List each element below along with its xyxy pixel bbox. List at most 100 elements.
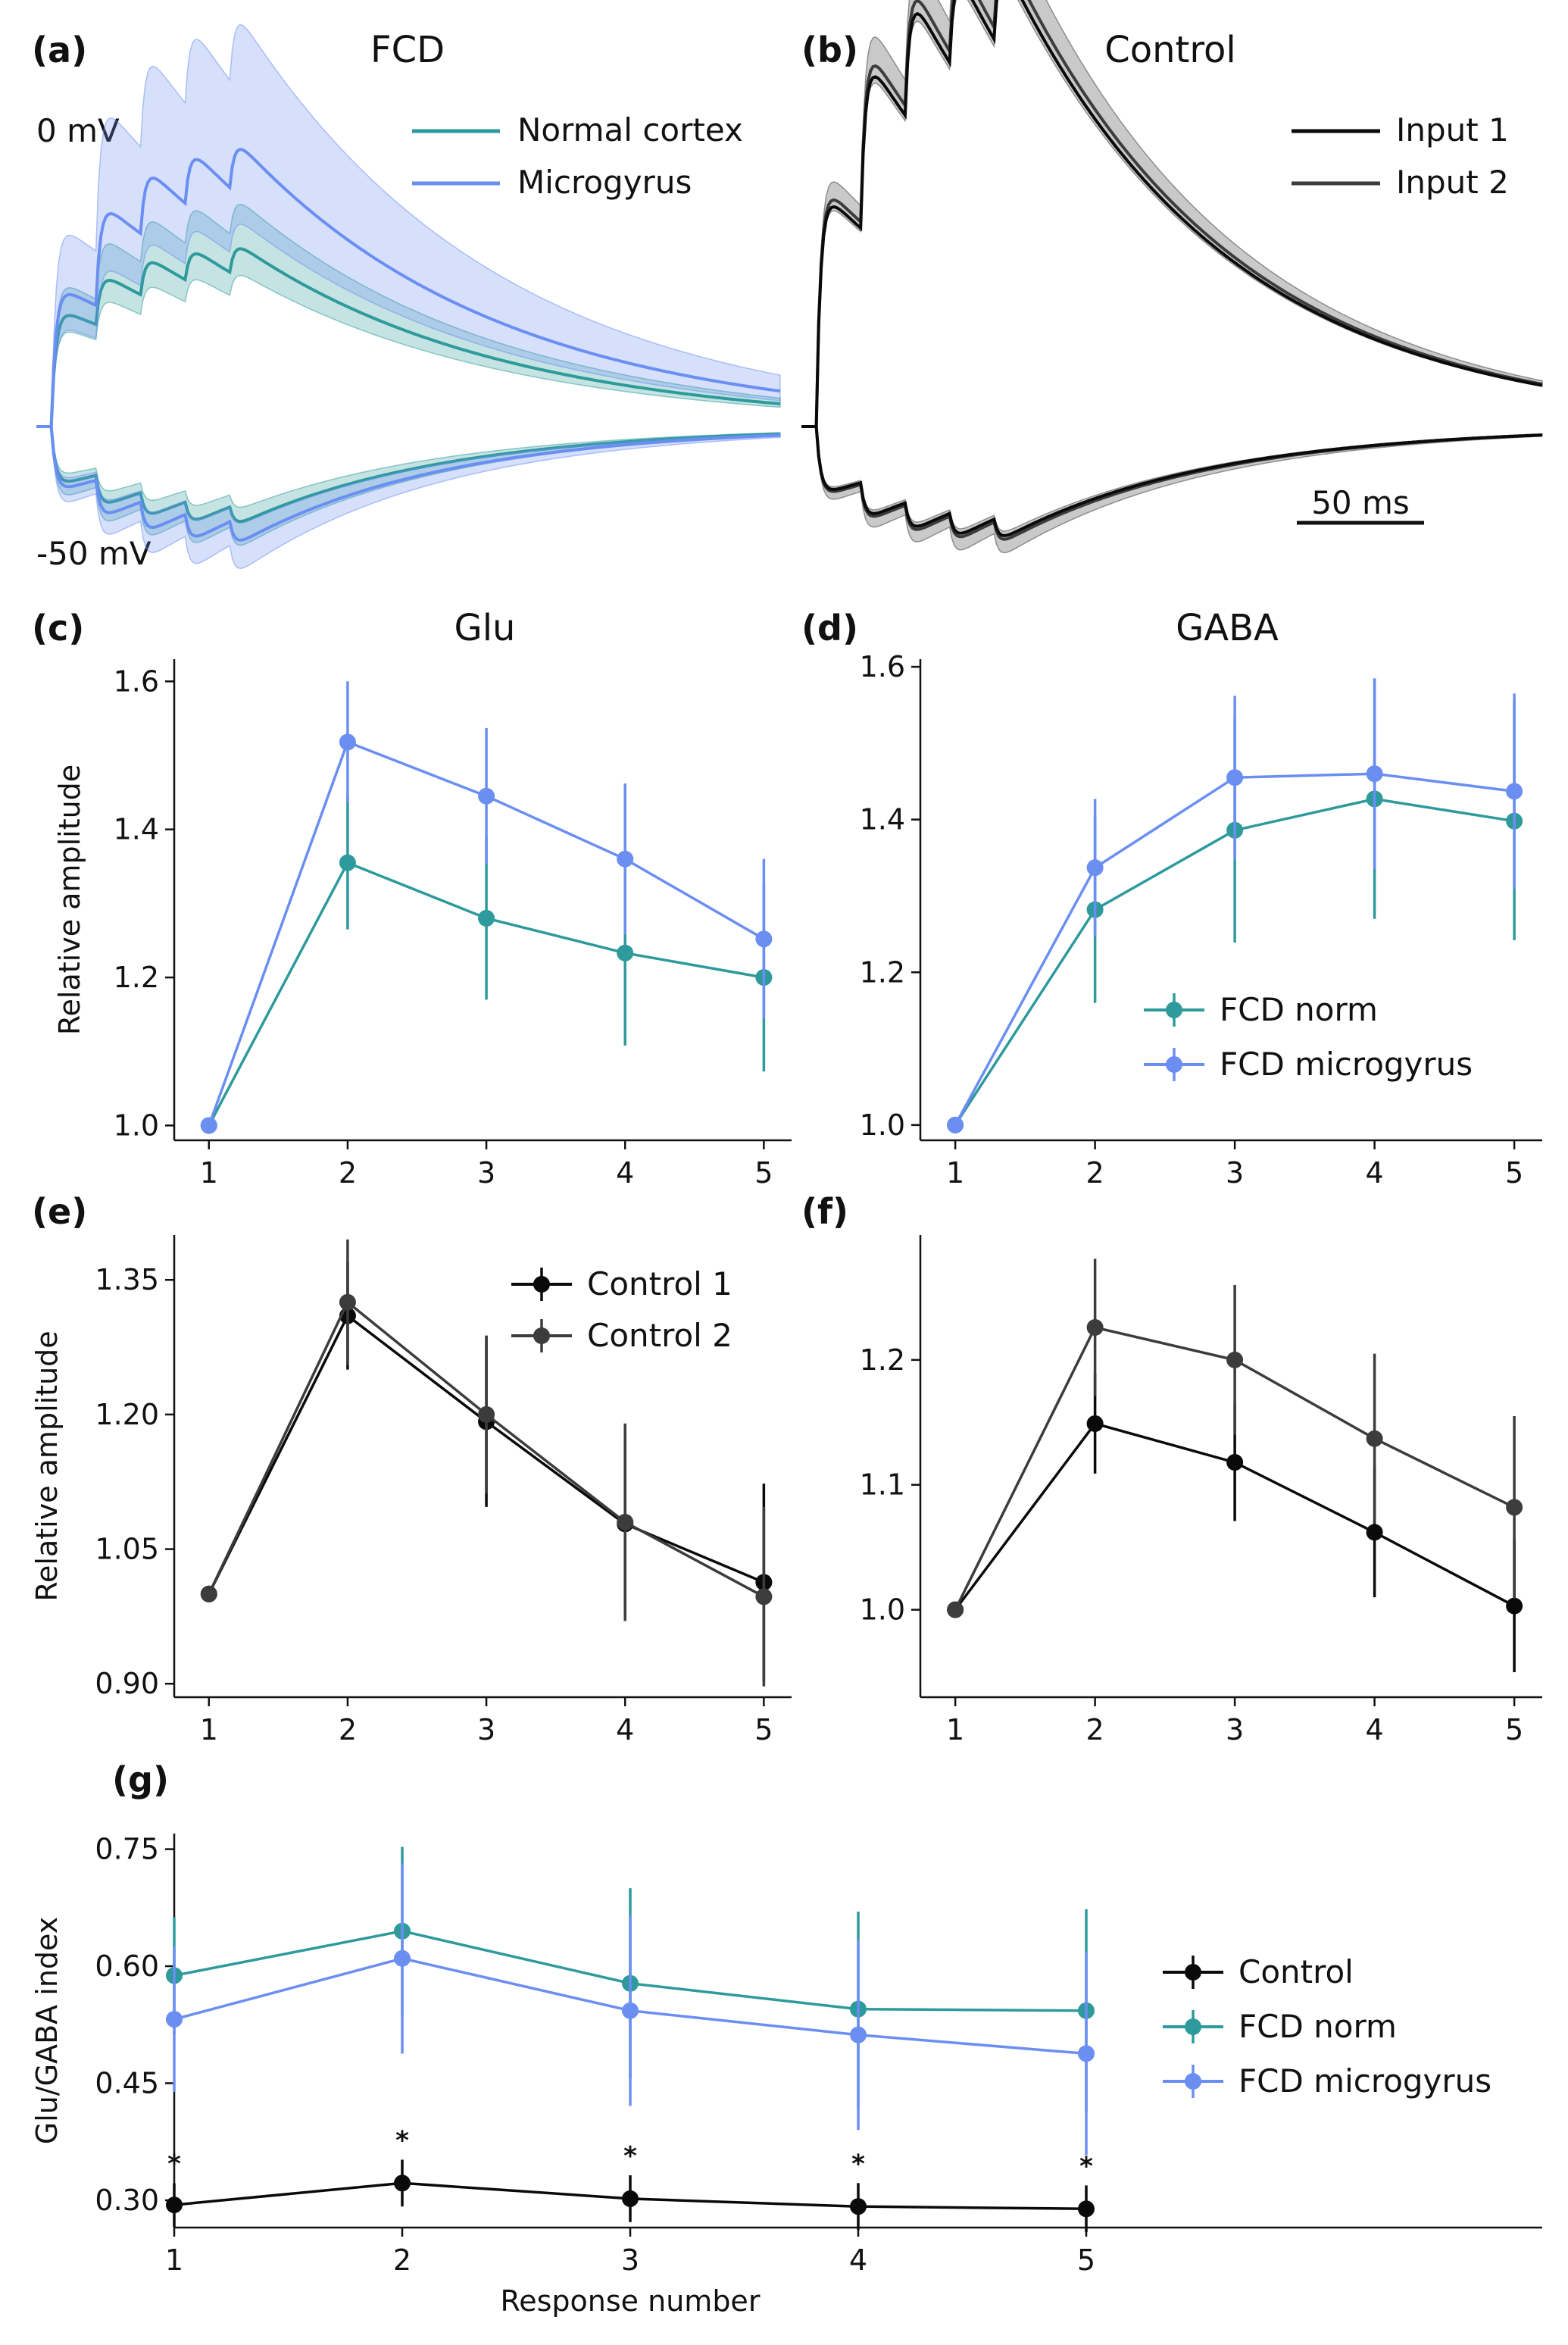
microgyrus-inh-trace	[36, 425, 781, 542]
c-ytick-label: 1.6	[114, 664, 159, 698]
c-fcd-microgyrus-point	[200, 1117, 217, 1134]
e-legend-control-1: Control 1	[587, 1265, 732, 1302]
e-ytick-label: 1.20	[95, 1398, 159, 1431]
scale-bar-label: 50 ms	[1311, 484, 1410, 521]
g-xtick-label: 1	[165, 2243, 183, 2277]
g-significance-marker: *	[167, 2149, 181, 2179]
g-xtick-label: 3	[621, 2243, 639, 2277]
e-control-2-point	[617, 1514, 634, 1531]
g-fcd-microgyrus-point	[1078, 2045, 1095, 2062]
f-ytick-label: 1.1	[860, 1468, 905, 1502]
g-fcd-microgyrus-point	[850, 2026, 867, 2043]
e-ylabel: Relative amplitude	[30, 1330, 64, 1601]
f-xtick-label: 1	[946, 1713, 964, 1746]
panel-d-letter: (d)	[801, 608, 858, 649]
g-control-point	[622, 2190, 639, 2207]
panel-b-trace-group	[801, 0, 1543, 554]
g-ytick-label: 0.75	[95, 1833, 159, 1866]
f-control-2-point	[947, 1601, 964, 1618]
f-xtick-label: 4	[1366, 1713, 1384, 1746]
panel-g-chart: (g) 0.30 0.45 0.60 0.75 1 2 3 4 5 Glu/GABA index R…	[30, 1759, 1542, 2318]
normal-cortex-exc-trace	[36, 247, 781, 428]
e-legend-marker-control-1	[533, 1276, 550, 1293]
legend-input-1: Input 1	[1396, 111, 1509, 149]
d-ytick-label: 1.4	[860, 803, 905, 836]
panel-c-letter: (c)	[32, 608, 84, 649]
f-xtick-label: 2	[1086, 1713, 1104, 1746]
e-xtick-label: 3	[477, 1713, 495, 1746]
panel-c-chart: (c) Glu 1.0 1.2 1.4 1.6 1 2 3 4 5 Relative amplit…	[32, 607, 792, 1190]
e-xtick-label: 1	[200, 1713, 218, 1746]
g-control-point	[1078, 2200, 1095, 2218]
d-ytick-label: 1.0	[860, 1108, 905, 1142]
c-fcd-microgyrus-point	[755, 930, 773, 948]
input-1-exc-trace	[801, 0, 1543, 428]
panel-a-trace-group	[36, 23, 781, 570]
e-control-2-point	[755, 1588, 773, 1606]
e-legend-control-2: Control 2	[587, 1317, 732, 1354]
panel-e-letter: (e)	[32, 1191, 87, 1232]
d-ytick-label: 1.6	[860, 650, 905, 683]
panel-a-letter: (a)	[32, 30, 87, 70]
g-control-point	[166, 2196, 183, 2214]
g-legend-fcd-norm: FCD norm	[1238, 2008, 1397, 2045]
panel-f-chart: (f) 1.0 1.1 1.2 1 2 3 4 5	[801, 1191, 1542, 1746]
g-legend-control: Control	[1238, 1953, 1354, 1990]
f-control-2-point	[1366, 1430, 1383, 1447]
f-control-1-point	[1086, 1415, 1104, 1432]
f-control-1-point	[1366, 1524, 1383, 1541]
g-ytick-label: 0.60	[95, 1949, 159, 1983]
g-ytick-label: 0.30	[95, 2184, 159, 2217]
panel-f-letter: (f)	[801, 1191, 848, 1232]
c-xtick-label: 5	[754, 1156, 773, 1190]
g-control-point	[394, 2175, 411, 2192]
voltage-label-bottom: -50 mV	[36, 535, 151, 572]
d-fcd-microgyrus-point	[1506, 783, 1523, 800]
d-legend-fcd-microgyrus: FCD microgyrus	[1220, 1046, 1473, 1083]
panel-b-letter: (b)	[801, 30, 858, 70]
e-ytick-label: 0.90	[95, 1667, 159, 1700]
f-control-1-point	[1506, 1597, 1523, 1615]
c-fcd-microgyrus-point	[339, 733, 356, 751]
e-control-2-point	[200, 1585, 217, 1602]
panel-a-title: FCD	[370, 29, 445, 71]
f-ytick-label: 1.2	[860, 1343, 905, 1377]
c-ylabel: Relative amplitude	[53, 764, 86, 1035]
d-ytick-label: 1.2	[860, 955, 905, 989]
input-1-inh-trace	[801, 425, 1543, 538]
g-xtick-label: 4	[849, 2243, 867, 2277]
input-2-exc-trace	[801, 0, 1543, 428]
c-xtick-label: 4	[616, 1156, 634, 1190]
e-ytick-label: 1.35	[95, 1263, 159, 1296]
d-fcd-microgyrus-point	[947, 1116, 964, 1133]
c-xtick-label: 2	[339, 1156, 357, 1190]
e-xtick-label: 4	[616, 1713, 634, 1746]
panel-b-title: Control	[1104, 29, 1236, 71]
g-ylabel: Glu/GABA index	[30, 1917, 64, 2144]
d-xtick-label: 3	[1226, 1156, 1244, 1190]
f-xtick-label: 5	[1505, 1713, 1523, 1746]
panel-e-chart: (e) 0.90 1.05 1.20 1.35 1 2 3 4 5 Relative amplit…	[30, 1191, 792, 1746]
panel-d-chart: (d) GABA 1.0 1.2 1.4 1.6 1 2 3 4 5 FCD norm FCD mi…	[801, 607, 1542, 1190]
panel-a-traces: (a) FCD 0 mV -50 mV Normal cortex Microg…	[32, 23, 781, 572]
e-ytick-label: 1.05	[95, 1533, 159, 1566]
g-legend-marker-fcd-microgyrus	[1185, 2073, 1201, 2090]
legend-microgyrus: Microgyrus	[517, 164, 692, 201]
c-xtick-label: 3	[477, 1156, 495, 1190]
d-fcd-microgyrus-point	[1366, 765, 1383, 783]
d-fcd-microgyrus-point	[1086, 859, 1104, 877]
g-xtick-label: 2	[393, 2243, 411, 2277]
g-legend-marker-fcd-norm	[1185, 2018, 1201, 2035]
c-ytick-label: 1.2	[114, 961, 159, 994]
g-fcd-microgyrus-point	[166, 2011, 183, 2028]
c-fcd-microgyrus-point	[478, 787, 495, 805]
f-control-2-point	[1506, 1499, 1523, 1516]
g-fcd-microgyrus-point	[394, 1949, 411, 1967]
c-xtick-label: 1	[200, 1156, 218, 1190]
d-legend-marker-fcd-microgyrus	[1166, 1056, 1182, 1073]
d-xtick-label: 5	[1505, 1156, 1523, 1190]
g-xlabel: Response number	[501, 2284, 761, 2318]
f-ytick-label: 1.0	[860, 1593, 905, 1627]
g-significance-marker: *	[623, 2141, 637, 2171]
